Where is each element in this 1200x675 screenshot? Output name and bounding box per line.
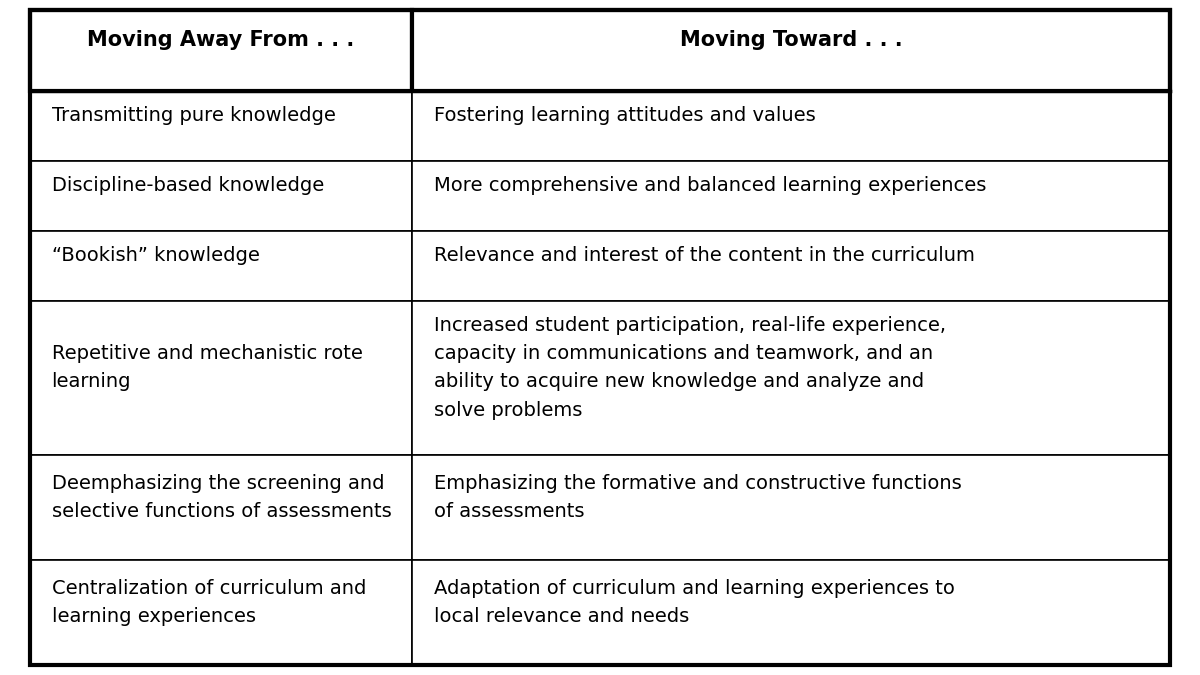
Text: Centralization of curriculum and: Centralization of curriculum and	[52, 579, 366, 598]
Text: Emphasizing the formative and constructive functions: Emphasizing the formative and constructi…	[433, 474, 961, 493]
Text: learning experiences: learning experiences	[52, 607, 256, 626]
Text: Repetitive and mechanistic rote: Repetitive and mechanistic rote	[52, 344, 362, 363]
Text: selective functions of assessments: selective functions of assessments	[52, 502, 391, 521]
Bar	[412, 560, 1170, 665]
Text: “Bookish” knowledge: “Bookish” knowledge	[52, 246, 259, 265]
Bar	[30, 10, 412, 90]
Bar	[30, 455, 412, 560]
Text: Deemphasizing the screening and: Deemphasizing the screening and	[52, 474, 384, 493]
Bar	[30, 301, 412, 455]
Text: ability to acquire new knowledge and analyze and: ability to acquire new knowledge and ana…	[433, 373, 924, 391]
Text: local relevance and needs: local relevance and needs	[433, 607, 689, 626]
Bar	[30, 90, 412, 161]
Bar	[412, 90, 1170, 161]
Text: capacity in communications and teamwork, and an: capacity in communications and teamwork,…	[433, 344, 932, 363]
Text: Fostering learning attitudes and values: Fostering learning attitudes and values	[433, 106, 815, 126]
Text: Relevance and interest of the content in the curriculum: Relevance and interest of the content in…	[433, 246, 974, 265]
Text: Transmitting pure knowledge: Transmitting pure knowledge	[52, 106, 336, 126]
Text: solve problems: solve problems	[433, 401, 582, 420]
Text: Discipline-based knowledge: Discipline-based knowledge	[52, 176, 324, 195]
Bar	[412, 161, 1170, 231]
Bar	[30, 231, 412, 301]
Text: Moving Toward . . .: Moving Toward . . .	[679, 30, 902, 50]
Bar	[30, 560, 412, 665]
Bar	[30, 161, 412, 231]
Text: Increased student participation, real-life experience,: Increased student participation, real-li…	[433, 316, 946, 335]
Bar	[412, 455, 1170, 560]
Bar	[412, 301, 1170, 455]
Text: learning: learning	[52, 373, 131, 391]
Bar	[412, 10, 1170, 90]
Text: Adaptation of curriculum and learning experiences to: Adaptation of curriculum and learning ex…	[433, 579, 954, 598]
Text: Moving Away From . . .: Moving Away From . . .	[88, 30, 354, 50]
Bar	[412, 231, 1170, 301]
Text: of assessments: of assessments	[433, 502, 584, 521]
Text: More comprehensive and balanced learning experiences: More comprehensive and balanced learning…	[433, 176, 986, 195]
